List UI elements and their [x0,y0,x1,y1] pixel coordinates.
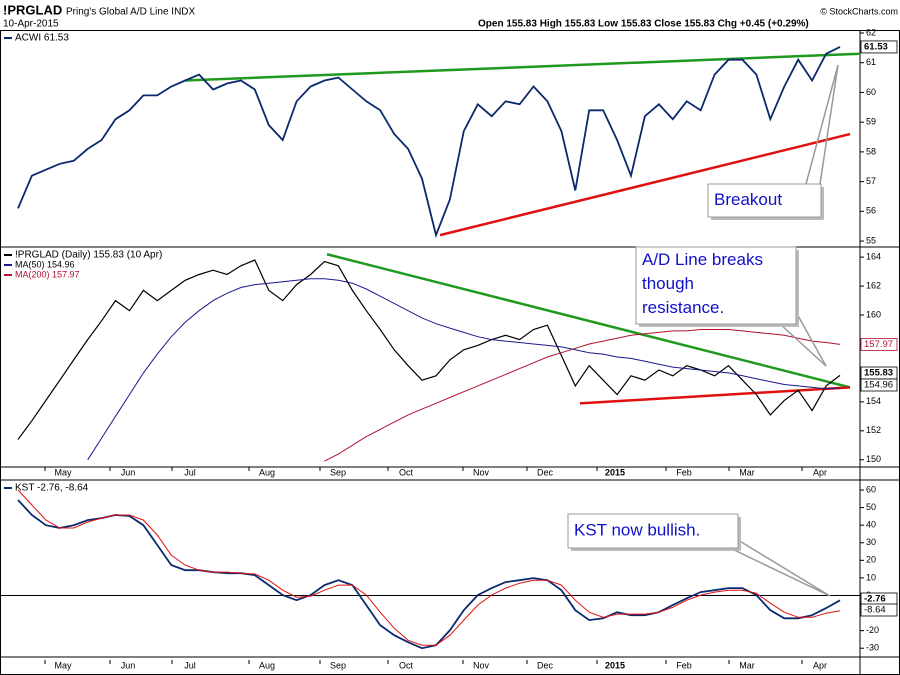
legend-label: ACWI 61.53 [15,33,69,44]
x-tick-label: 2015 [605,660,625,670]
y-tick-label: 56 [866,206,876,216]
callout-line [729,547,831,597]
x-tick-label: Sep [330,660,346,670]
value-tag-label: 154.96 [864,380,893,391]
x-tick-label: Apr [813,467,827,477]
callout-line [795,311,827,367]
y-tick-label: 59 [866,117,876,127]
y-tick-label: 50 [866,502,876,512]
annotation-line: resistance. [642,298,724,317]
y-tick-label: 57 [866,176,876,186]
value-tag [860,338,898,351]
annotation-box [567,513,739,549]
value-tag [860,603,898,617]
x-tick-label: Jun [121,660,136,670]
x-tick-label: Aug [259,660,275,670]
y-tick-label: 162 [866,280,881,290]
credit: © StockCharts.com [820,6,898,16]
legend-label: KST -2.76, -8.64 [15,483,89,494]
x-tick-label: Jul [184,660,196,670]
y-tick-label: 160 [866,309,881,319]
value-tag [860,40,898,54]
callout-line [819,64,839,185]
series-line [87,278,841,461]
x-tick-label: Jun [121,467,136,477]
x-tick-label: Apr [813,660,827,670]
y-tick-label: 55 [866,235,876,245]
value-tag-label: -2.76 [864,594,886,605]
value-tag [860,378,898,392]
x-tick-label: May [54,467,72,477]
y-tick-label: -20 [866,625,879,635]
y-tick-label: 30 [866,537,876,547]
x-tick-label: Jul [184,467,196,477]
annotation-box [635,246,797,325]
annotation: Breakout [714,190,782,209]
y-tick-label: 62 [866,27,876,37]
trendline [439,132,851,237]
y-tick-label: -30 [866,643,879,653]
annotation-box [707,183,822,218]
y-tick-label: 58 [866,146,876,156]
y-tick-label: 60 [866,87,876,97]
callout-line [805,64,839,185]
x-tick-label: Sep [330,467,346,477]
y-tick-label: 20 [866,555,876,565]
x-tick-label: May [54,660,72,670]
value-tag-label: -8.64 [864,605,886,616]
annotation: A/D Line breaks though resistance. [642,250,763,317]
x-tick-label: Feb [676,660,692,670]
x-tick-label: Aug [259,467,275,477]
x-tick-label: Mar [739,660,755,670]
x-tick-label: Feb [676,467,692,477]
annotation-line: though [642,274,694,293]
annotation-line: A/D Line breaks [642,250,763,269]
x-tick-label: Oct [399,467,414,477]
series-line [17,259,841,440]
y-tick-label: 150 [866,454,881,464]
y-tick-label: 152 [866,425,881,435]
x-tick-label: Dec [537,467,554,477]
value-tag-label: 157.97 [864,339,893,350]
y-tick-label: 164 [866,252,881,262]
symbol: !PRGLAD [3,2,62,17]
trendline [579,386,851,405]
quote: Open 155.83 High 155.83 Low 155.83 Close… [478,19,809,30]
name: Pring's Global A/D Line INDX [66,7,196,18]
x-tick-label: Oct [399,660,414,670]
x-tick-label: Nov [473,660,490,670]
series-line [17,499,841,650]
legend-label: MA(50) 154.96 [15,259,75,269]
y-tick-label: 154 [866,396,881,406]
value-tag-label: 155.83 [864,368,893,379]
callout-line [779,323,827,367]
x-tick-label: Dec [537,660,554,670]
series-line [17,46,841,239]
y-tick-label: 10 [866,572,876,582]
trendline [326,253,851,389]
trendline [184,52,861,82]
annotation: KST now bullish. [574,520,700,539]
y-tick-label: 40 [866,520,876,530]
series-line [324,329,841,462]
value-tag-label: 61.53 [864,41,888,52]
x-tick-label: Nov [473,467,490,477]
legend-label: !PRGLAD (Daily) 155.83 (10 Apr) [15,250,162,261]
y-tick-label: 60 [866,484,876,494]
callout-line [737,539,831,597]
x-tick-label: Mar [739,467,755,477]
y-tick-label: 61 [866,57,876,67]
series-line [17,489,841,646]
date: 10-Apr-2015 [3,19,59,30]
legend-label: MA(200) 157.97 [15,269,80,279]
x-tick-label: 2015 [605,467,625,477]
